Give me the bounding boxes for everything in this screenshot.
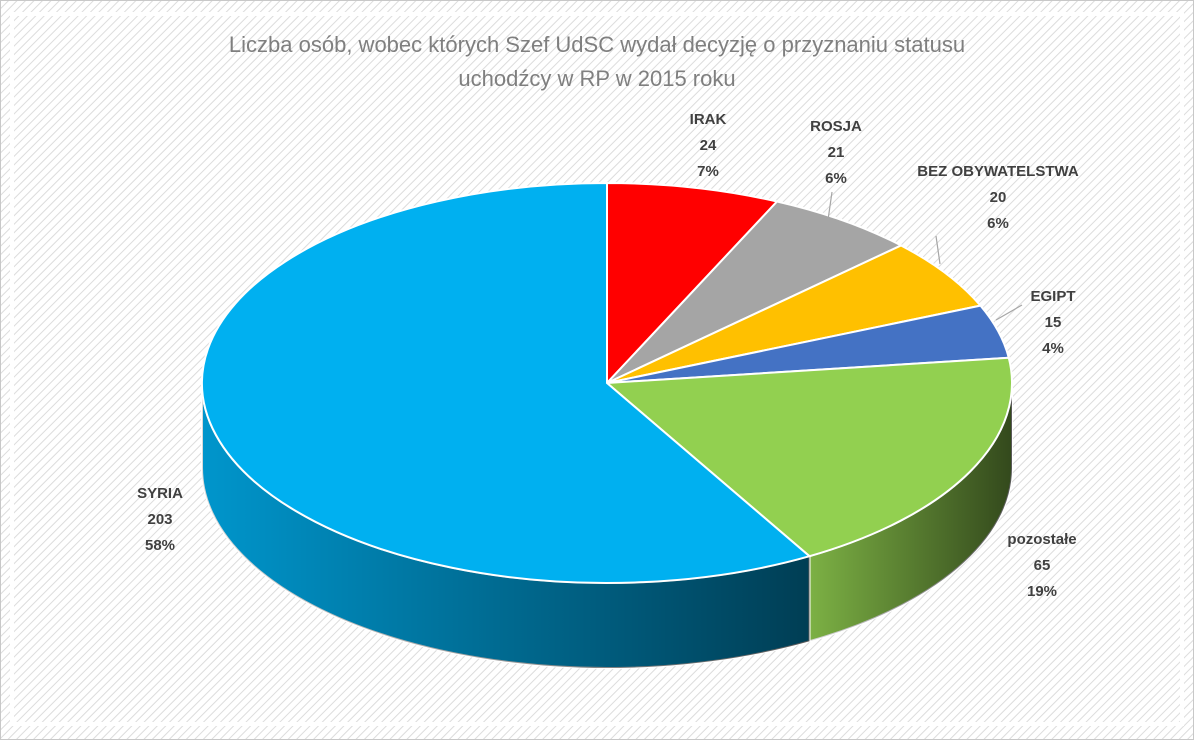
slice-side-shade xyxy=(809,383,1012,642)
data-label-value: 20 xyxy=(990,189,1007,206)
data-label-percent: 6% xyxy=(987,215,1009,232)
data-label-percent: 19% xyxy=(1027,583,1057,600)
data-label-value: 15 xyxy=(1045,314,1062,331)
title-box: Liczba osób, wobec których Szef UdSC wyd… xyxy=(228,32,966,91)
data-label-name: SYRIA xyxy=(137,485,183,502)
data-label-percent: 58% xyxy=(145,537,175,554)
slice xyxy=(201,181,812,669)
data-label-value: 24 xyxy=(700,137,717,154)
data-label-value: 203 xyxy=(147,511,172,528)
slice-top xyxy=(606,181,779,386)
slice xyxy=(606,200,904,384)
data-label-value: 65 xyxy=(1034,557,1051,574)
slice-side-shade xyxy=(202,383,810,668)
chart-title: Liczba osób, wobec których Szef UdSC wyd… xyxy=(228,32,966,91)
data-label-percent: 6% xyxy=(825,170,847,187)
leader-line xyxy=(935,235,941,265)
leader-line xyxy=(827,191,833,221)
slice-top xyxy=(606,244,983,384)
data-label-name: ROSJA xyxy=(810,118,862,135)
data-label-name: pozostałe xyxy=(1007,531,1076,548)
data-label-name: EGIPT xyxy=(1030,288,1075,305)
slice xyxy=(606,244,983,384)
data-label-name: IRAK xyxy=(690,111,727,128)
data-label-percent: 4% xyxy=(1042,340,1064,357)
data-label-percent: 7% xyxy=(697,163,719,180)
plot-frame xyxy=(10,12,1184,726)
slice-top xyxy=(201,181,812,584)
pie xyxy=(201,181,1013,669)
data-label-value: 21 xyxy=(828,144,845,161)
data-label-name: BEZ OBYWATELSTWA xyxy=(917,163,1079,180)
slice xyxy=(604,356,1013,643)
slice xyxy=(606,181,779,386)
leader-line xyxy=(995,304,1023,321)
slice-top xyxy=(604,356,1013,558)
slice-top xyxy=(606,200,904,384)
